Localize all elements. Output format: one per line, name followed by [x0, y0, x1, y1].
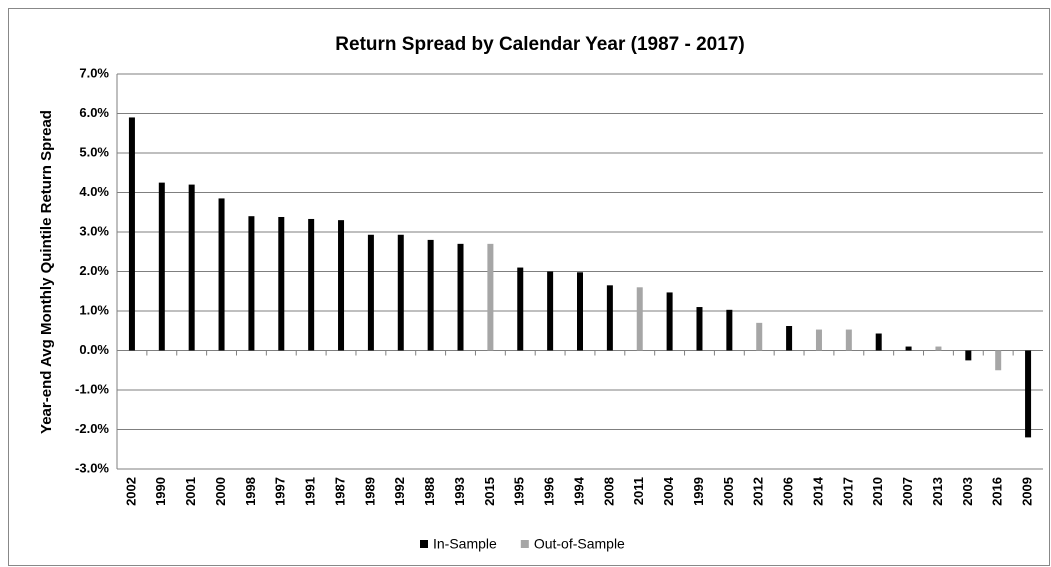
y-tick-label: 3.0% [79, 223, 109, 238]
bar [308, 218, 315, 351]
y-tick-label: 0.0% [79, 342, 109, 357]
y-axis-label: Year-end Avg Monthly Quintile Return Spr… [38, 110, 55, 434]
bar [158, 182, 165, 351]
bar [278, 216, 285, 351]
x-tick-label: 2011 [631, 477, 646, 505]
chart-frame [8, 8, 1050, 566]
x-tick-label: 2003 [960, 477, 975, 506]
bar [457, 243, 464, 351]
y-tick-label: 1.0% [79, 302, 109, 317]
x-tick-label: 1994 [571, 476, 586, 506]
x-tick-label: 2002 [123, 477, 138, 506]
chart-title: Return Spread by Calendar Year (1987 - 2… [335, 34, 744, 55]
bar [905, 346, 912, 351]
bar [696, 307, 703, 351]
bar [128, 117, 135, 351]
bar [487, 243, 494, 351]
bar [636, 287, 643, 351]
x-tick-label: 1991 [303, 477, 318, 506]
x-tick-label: 2013 [930, 477, 945, 506]
bar [786, 326, 793, 351]
bar [248, 216, 255, 351]
y-tick-label: -3.0% [75, 460, 109, 475]
bar [338, 220, 345, 351]
x-tick-label: 1997 [273, 477, 288, 506]
legend-swatch [420, 540, 428, 548]
bar [577, 272, 583, 351]
bar [845, 329, 852, 351]
x-tick-label: 1998 [243, 477, 258, 506]
y-tick-label: -2.0% [75, 421, 109, 436]
x-tick-label: 1992 [392, 477, 407, 506]
x-tick-label: 1989 [362, 477, 377, 506]
bar [397, 234, 404, 351]
x-tick-label: 1995 [512, 477, 527, 506]
y-tick-label: 4.0% [79, 184, 109, 199]
x-tick-label: 2006 [781, 477, 796, 506]
x-tick-label: 1993 [452, 477, 467, 506]
x-tick-label: 2012 [751, 477, 766, 506]
x-tick-label: 2010 [870, 477, 885, 506]
x-tick-label: 2014 [810, 476, 825, 506]
x-tick-label: 2000 [213, 477, 228, 506]
legend-swatch [520, 540, 529, 548]
x-tick-label: 1996 [542, 477, 557, 506]
bar [726, 309, 733, 351]
x-tick-label: 2016 [990, 477, 1005, 506]
x-tick-label: 2004 [661, 476, 676, 506]
x-tick-label: 1988 [422, 477, 437, 506]
y-tick-label: 5.0% [79, 144, 109, 159]
x-tick-label: 1999 [691, 477, 706, 506]
bar [547, 271, 554, 351]
bar [218, 198, 225, 351]
legend-label: Out-of-Sample [534, 536, 625, 552]
y-tick-label: 2.0% [79, 263, 109, 278]
bar [965, 350, 972, 361]
x-tick-label: 2017 [840, 477, 855, 506]
bar [367, 234, 374, 351]
bar [995, 350, 1002, 371]
y-tick-label: -1.0% [75, 381, 109, 396]
x-tick-label: 1987 [332, 477, 347, 506]
bar [875, 333, 882, 351]
x-tick-label: 2008 [601, 477, 616, 506]
x-tick-label: 2009 [1020, 477, 1035, 506]
bar [935, 346, 942, 351]
legend-label: In-Sample [433, 536, 497, 552]
bar [606, 285, 613, 351]
y-tick-label: 7.0% [79, 65, 109, 80]
bar [815, 329, 822, 351]
x-tick-label: 1990 [153, 477, 168, 506]
bar [666, 292, 673, 351]
x-tick-label: 2005 [721, 477, 736, 506]
x-tick-label: 2007 [900, 477, 915, 506]
bar [1025, 350, 1032, 438]
y-tick-label: 6.0% [79, 105, 109, 120]
x-tick-label: 2015 [482, 477, 497, 506]
bar [517, 267, 524, 351]
x-tick-label: 2001 [183, 477, 198, 506]
bar [756, 322, 763, 351]
bar [427, 239, 434, 351]
bar [188, 184, 195, 351]
